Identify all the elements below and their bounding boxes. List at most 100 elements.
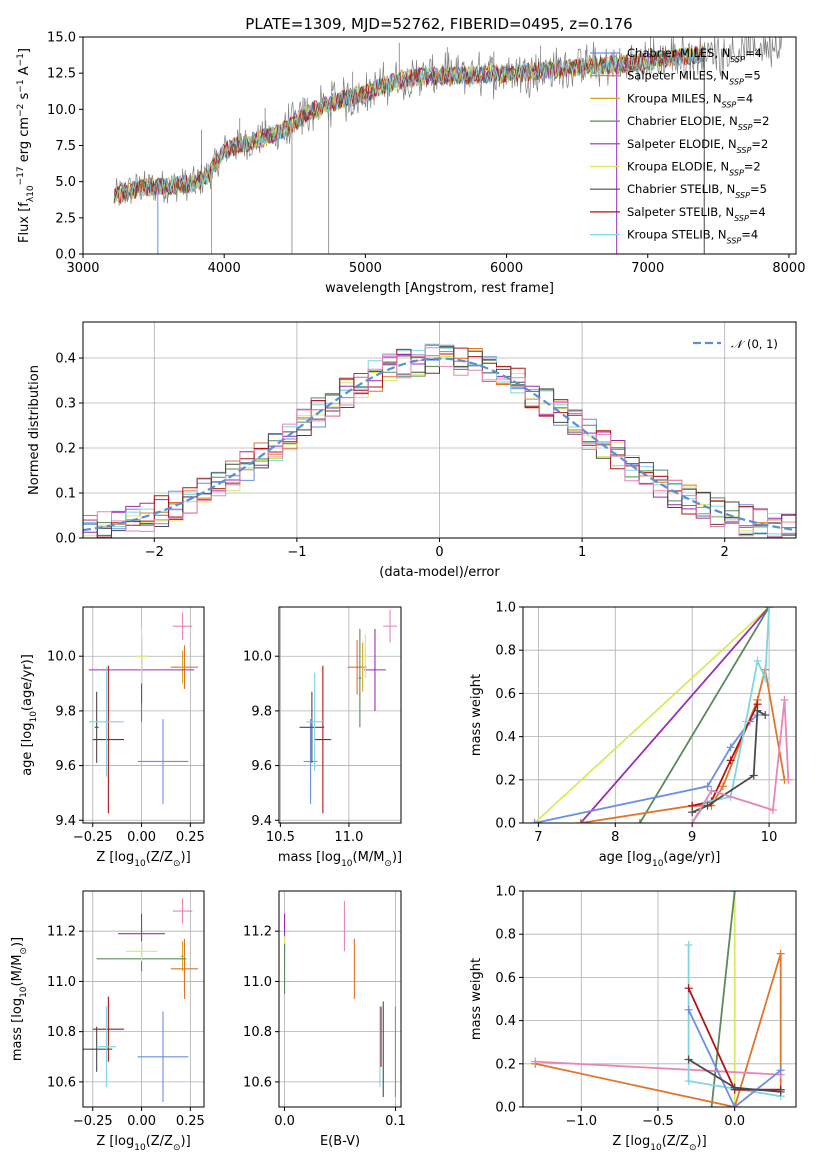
axis-label-part: 10 [19, 986, 29, 998]
series-marker-salpeter_miles [576, 819, 585, 823]
legend-entry: Salpeter MILES, NSSP=5 [627, 69, 761, 87]
legend-subscript: SSP [729, 77, 744, 86]
axis-label-part: λ [26, 196, 36, 202]
axis-label-part: (Z/Z [662, 1134, 689, 1149]
axis-label-part: 10 [26, 185, 36, 197]
x-tick-label: 0.00 [127, 830, 156, 845]
series-marker-chabrier_elodie [707, 1103, 716, 1107]
series-line-salpeter_elodie [580, 607, 770, 823]
errorbar-point-salpeter_miles [170, 938, 199, 999]
legend-text: Salpeter MILES, N [627, 69, 729, 83]
x-axis-label: wavelength [Angstrom, rest frame] [325, 281, 554, 296]
x-tick-label: 0.25 [176, 830, 205, 845]
y-tick-label: 9.4 [55, 814, 76, 829]
legend-entry: Chabrier MILES, NSSP=4 [627, 46, 762, 64]
series-marker-chabrier_stelib [703, 801, 712, 810]
legend-suffix: =4 [749, 205, 766, 219]
legend-text: Kroupa ELODIE, N [627, 160, 729, 174]
errorbar-point-pink [172, 898, 193, 924]
y-axis-label: age [log10(age/yr)] [20, 654, 39, 776]
x-tick-label: −0.25 [73, 830, 113, 845]
errorbar-point-pink [172, 612, 193, 640]
series-marker-pink [688, 819, 697, 823]
mass-weight-vs-metallicity-panel: −1.0 −0.5 0.0 0.0 0.2 0.4 0.6 0.8 1.0 Z [log10(Z/… [469, 885, 797, 1153]
x-tick-label: 4000 [208, 261, 241, 276]
y-tick-label: 0.6 [495, 687, 516, 702]
axis-label-part: −1 [16, 79, 26, 92]
axes-frame [278, 890, 402, 1108]
y-tick-label: 0.4 [495, 730, 516, 745]
x-tick-label: 0.25 [176, 1114, 205, 1129]
axis-label-part: erg cm [17, 117, 32, 166]
spectrum-panel: 3000 4000 5000 6000 7000 8000 0.0 2.5 5.0 7.5 10.0… [16, 31, 805, 297]
legend-normal-symbol: 𝒩 [731, 337, 746, 351]
y-tick-label: 0.0 [55, 248, 76, 263]
axis-label-part: (Z/Z [146, 850, 173, 865]
series-line-chabrier_miles [687, 1009, 782, 1107]
series-marker-kroupa_stelib [753, 657, 762, 665]
errorbar-point-salpeter_stelib [92, 665, 124, 814]
axis-label-part: ⊙ [173, 859, 181, 869]
y-tick-label: 0.3 [55, 397, 76, 412]
axis-label-part: 10 [650, 1143, 662, 1153]
series-marker-salpeter_miles [776, 949, 785, 958]
series-marker-chabrier_stelib [749, 771, 758, 780]
series-marker-chabrier_stelib [776, 1087, 785, 1096]
errorbar-point-salpeter_stelib [92, 996, 124, 1062]
errorbar-point-salpeter_elodie [363, 628, 386, 711]
series-line-salpeter_miles [535, 953, 782, 1107]
series-marker-kroupa_stelib [765, 607, 774, 611]
y-tick-label: 9.8 [251, 704, 272, 719]
series-marker-salpeter_stelib [684, 984, 693, 993]
axis-label-part: 10 [134, 859, 146, 869]
legend-entry: Kroupa MILES, NSSP=4 [627, 91, 753, 109]
x-tick-label: −0.25 [73, 1114, 113, 1129]
legend-entry: Salpeter STELIB, NSSP=4 [627, 205, 766, 223]
legend-subscript: SSP [727, 236, 742, 245]
normal-distribution-curve [83, 357, 796, 532]
legend-suffix: =2 [751, 137, 768, 151]
series-marker-chabrier_stelib [684, 1055, 693, 1064]
axis-label-part: A [17, 66, 32, 79]
legend-suffix: =2 [753, 114, 770, 128]
x-axis-label: Z [log10(Z/Z⊙)] [612, 1134, 706, 1153]
y-tick-label: 2.5 [55, 211, 76, 226]
residual-legend: 𝒩 (0, 1) [693, 337, 778, 351]
y-tick-label: 10.6 [243, 1075, 272, 1090]
y-tick-label: 0.2 [55, 442, 76, 457]
x-tick-label: 3000 [66, 261, 99, 276]
axes-frame [522, 890, 797, 1108]
axis-label-part: Z [log [96, 1134, 134, 1149]
plot-area [113, 37, 782, 254]
series-line-kroupa_elodie [533, 607, 770, 823]
series-marker-chabrier_stelib [761, 711, 770, 719]
series-marker-kroupa_stelib [684, 1077, 693, 1086]
series-marker-chabrier_elodie [635, 819, 644, 823]
legend-subscript: SSP [730, 55, 745, 64]
age-vs-mass-panel: 10.5 11.0 9.4 9.6 9.8 10.0 mass [log10(M/M⊙)] [243, 606, 402, 869]
series-marker-kroupa_stelib [761, 674, 770, 683]
legend-entry: Salpeter ELODIE, NSSP=2 [627, 137, 768, 155]
errorbar-point-chabrier_miles [137, 719, 189, 804]
series-marker-chabrier_stelib [753, 706, 762, 715]
y-tick-label: 11.2 [243, 925, 272, 940]
errorbar-point-chabrier_miles [137, 1011, 189, 1102]
series-line-pink [535, 1060, 781, 1076]
series-marker-chabrier_stelib [688, 808, 697, 817]
x-tick-label: −0.5 [642, 1114, 674, 1129]
axis-label-part: (M/M [10, 955, 25, 987]
errorbar-point-chabrier_miles [303, 719, 318, 804]
series-line-chabrier_miles [534, 714, 759, 823]
legend-text: Kroupa STELIB, N [627, 228, 727, 242]
y-tick-label: 0.4 [55, 352, 76, 367]
y-tick-label: 0.1 [55, 487, 76, 502]
plot-area [531, 891, 785, 1107]
y-tick-label: 0.0 [495, 817, 516, 832]
legend-text: Chabrier MILES, N [627, 46, 730, 60]
legend-subscript: SSP [735, 191, 750, 200]
y-tick-label: 11.0 [243, 975, 272, 990]
series-marker-pink [780, 695, 789, 704]
x-tick-label: 0.0 [724, 1114, 745, 1129]
